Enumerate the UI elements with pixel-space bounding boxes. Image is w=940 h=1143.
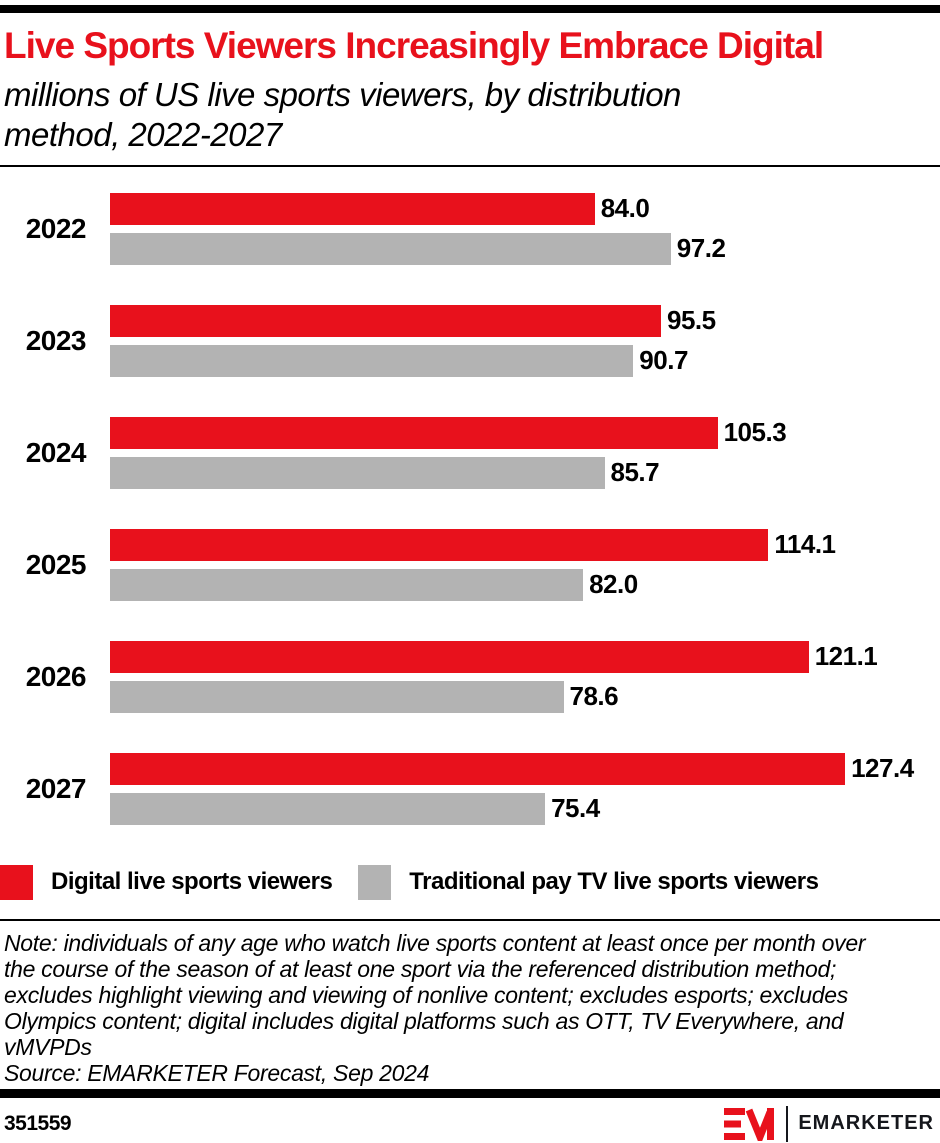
bar-group: 95.5 90.7: [110, 304, 940, 377]
bar-pay-tv-2027: [110, 792, 546, 825]
value-label: 121.1: [814, 641, 878, 672]
bar-digital-2023: [110, 304, 661, 337]
chart-row-2027: 2027 127.4 75.4: [0, 752, 940, 825]
bar-pay-tv-2026: [110, 680, 564, 713]
bar-digital-2026: [110, 640, 809, 673]
bar-line: 84.0: [110, 192, 940, 225]
note-line: the course of the season of at least one…: [4, 955, 837, 982]
header-divider: [0, 164, 940, 167]
value-label: 105.3: [723, 417, 787, 448]
legend-item-pay-tv: Traditional pay TV live sports viewers: [358, 864, 819, 900]
note-line: Note: individuals of any age who watch l…: [4, 929, 866, 956]
bar-digital-2025: [110, 528, 769, 561]
bar-line: 105.3: [110, 416, 940, 449]
chart-title: Live Sports Viewers Increasingly Embrace…: [4, 25, 824, 66]
chart-row-2024: 2024 105.3 85.7: [0, 416, 940, 489]
bar-line: 90.7: [110, 344, 940, 377]
value-label: 127.4: [851, 753, 914, 784]
bar-line: 85.7: [110, 456, 940, 489]
chart-page: Live Sports Viewers Increasingly Embrace…: [0, 5, 940, 1143]
chart-note: Note: individuals of any age who watch l…: [0, 921, 940, 1086]
legend-label-pay-tv: Traditional pay TV live sports viewers: [409, 868, 819, 896]
chart-subtitle: millions of US live sports viewers, by d…: [4, 75, 920, 154]
bar-group: 121.1 78.6: [110, 640, 940, 713]
bar-group: 114.1 82.0: [110, 528, 940, 601]
chart-row-2026: 2026 121.1 78.6: [0, 640, 940, 713]
year-label: 2025: [25, 548, 87, 580]
bar-line: 97.2: [110, 232, 940, 265]
bar-group: 105.3 85.7: [110, 416, 940, 489]
bar-pay-tv-2024: [110, 456, 605, 489]
value-label: 114.1: [774, 529, 836, 560]
bar-line: 127.4: [110, 752, 940, 785]
emarketer-logo-icon: [724, 1107, 775, 1141]
note-divider: [0, 918, 940, 921]
chart-legend: Digital live sports viewers Traditional …: [0, 864, 940, 900]
logo-divider: [786, 1105, 789, 1142]
year-label: 2027: [25, 772, 87, 804]
value-label: 85.7: [610, 457, 660, 488]
chart-header: Live Sports Viewers Increasingly Embrace…: [0, 13, 940, 155]
bar-line: 75.4: [110, 792, 940, 825]
legend-swatch-pay-tv: [358, 864, 392, 900]
value-label: 90.7: [639, 345, 688, 376]
legend-item-digital: Digital live sports viewers: [0, 864, 333, 900]
bar-line: 95.5: [110, 304, 940, 337]
note-line: Olympics content; digital includes digit…: [4, 1007, 844, 1034]
bar-group: 127.4 75.4: [110, 752, 940, 825]
year-label: 2026: [25, 660, 87, 692]
chart-subtitle-line-2: method, 2022-2027: [4, 116, 282, 154]
year-label: 2024: [25, 436, 87, 468]
bar-pay-tv-2025: [110, 568, 584, 601]
bar-pay-tv-2022: [110, 232, 671, 265]
legend-label-digital: Digital live sports viewers: [51, 868, 333, 896]
brand-logo: EMARKETER: [724, 1105, 934, 1142]
note-text: Note: individuals of any age who watch l…: [4, 930, 934, 1060]
bar-line: 78.6: [110, 680, 940, 713]
bar-line: 121.1: [110, 640, 940, 673]
year-label: 2022: [25, 212, 87, 244]
value-label: 82.0: [589, 569, 638, 600]
bar-digital-2022: [110, 192, 595, 225]
bar-line: 114.1: [110, 528, 940, 561]
bar-digital-2027: [110, 752, 846, 785]
brand-name: EMARKETER: [798, 1112, 934, 1135]
bar-digital-2024: [110, 416, 718, 449]
chart-footer: 351559 EMARKETER: [0, 1098, 940, 1142]
chart-row-2022: 2022 84.0 97.2: [0, 192, 940, 265]
value-label: 95.5: [667, 305, 716, 336]
note-line: vMVPDs: [4, 1033, 92, 1060]
bar-group: 84.0 97.2: [110, 192, 940, 265]
chart-id: 351559: [4, 1111, 72, 1135]
bar-line: 82.0: [110, 568, 940, 601]
value-label: 84.0: [600, 193, 650, 224]
legend-swatch-digital: [0, 864, 33, 900]
value-label: 75.4: [551, 793, 600, 824]
chart-row-2023: 2023 95.5 90.7: [0, 304, 940, 377]
footer-divider: [0, 1088, 940, 1098]
value-label: 97.2: [676, 233, 726, 264]
source-text: Source: EMARKETER Forecast, Sep 2024: [4, 1059, 430, 1086]
chart-row-2025: 2025 114.1 82.0: [0, 528, 940, 601]
bar-pay-tv-2023: [110, 344, 634, 377]
value-label: 78.6: [569, 681, 619, 712]
bar-chart: 2022 84.0 97.2 2023 95.5 90.7 2024 105.3 85.7 202…: [0, 192, 940, 825]
chart-subtitle-line-1: millions of US live sports viewers, by d…: [4, 76, 681, 114]
note-line: excludes highlight viewing and viewing o…: [4, 981, 848, 1008]
top-rule: [0, 5, 940, 13]
year-label: 2023: [25, 324, 87, 356]
